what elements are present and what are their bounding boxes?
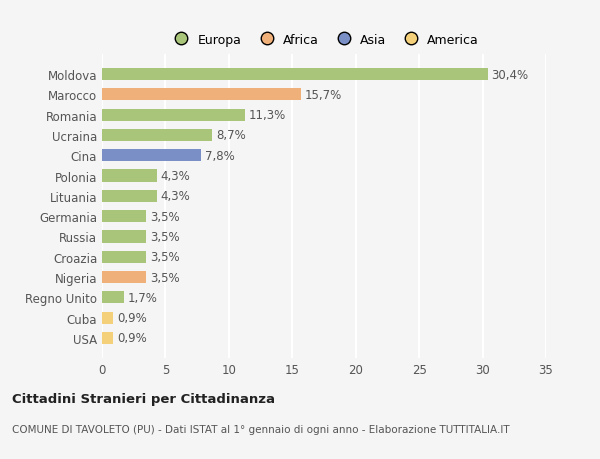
Legend: Europa, Africa, Asia, America: Europa, Africa, Asia, America [166, 31, 482, 49]
Bar [102, 231, 146, 243]
Text: 4,3%: 4,3% [160, 170, 190, 183]
Text: Cittadini Stranieri per Cittadinanza: Cittadini Stranieri per Cittadinanza [12, 392, 275, 405]
Bar [102, 291, 124, 304]
Text: 7,8%: 7,8% [205, 150, 235, 162]
Text: 11,3%: 11,3% [249, 109, 286, 122]
Bar [102, 312, 113, 324]
Bar [102, 129, 212, 142]
Bar [102, 211, 146, 223]
Text: 1,7%: 1,7% [127, 291, 157, 304]
Bar [102, 69, 488, 81]
Text: 30,4%: 30,4% [491, 68, 529, 81]
Text: COMUNE DI TAVOLETO (PU) - Dati ISTAT al 1° gennaio di ogni anno - Elaborazione T: COMUNE DI TAVOLETO (PU) - Dati ISTAT al … [12, 425, 509, 435]
Text: 3,5%: 3,5% [150, 251, 180, 263]
Bar [102, 251, 146, 263]
Text: 8,7%: 8,7% [216, 129, 246, 142]
Text: 0,9%: 0,9% [117, 332, 147, 345]
Text: 15,7%: 15,7% [305, 89, 342, 101]
Bar [102, 190, 157, 202]
Text: 0,9%: 0,9% [117, 312, 147, 325]
Text: 3,5%: 3,5% [150, 271, 180, 284]
Text: 3,5%: 3,5% [150, 230, 180, 243]
Bar [102, 109, 245, 122]
Bar [102, 332, 113, 344]
Bar [102, 271, 146, 284]
Text: 3,5%: 3,5% [150, 210, 180, 223]
Bar [102, 89, 301, 101]
Bar [102, 150, 201, 162]
Text: 4,3%: 4,3% [160, 190, 190, 203]
Bar [102, 170, 157, 182]
